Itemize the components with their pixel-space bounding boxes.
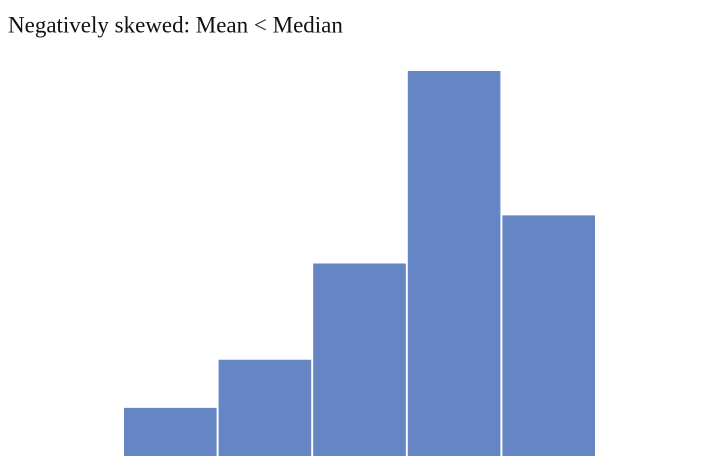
chart-title: Negatively skewed: Mean < Median (8, 12, 343, 37)
bar (124, 407, 217, 456)
bar (502, 215, 595, 456)
bar (313, 263, 406, 456)
bar (218, 359, 312, 456)
bar (407, 71, 501, 456)
